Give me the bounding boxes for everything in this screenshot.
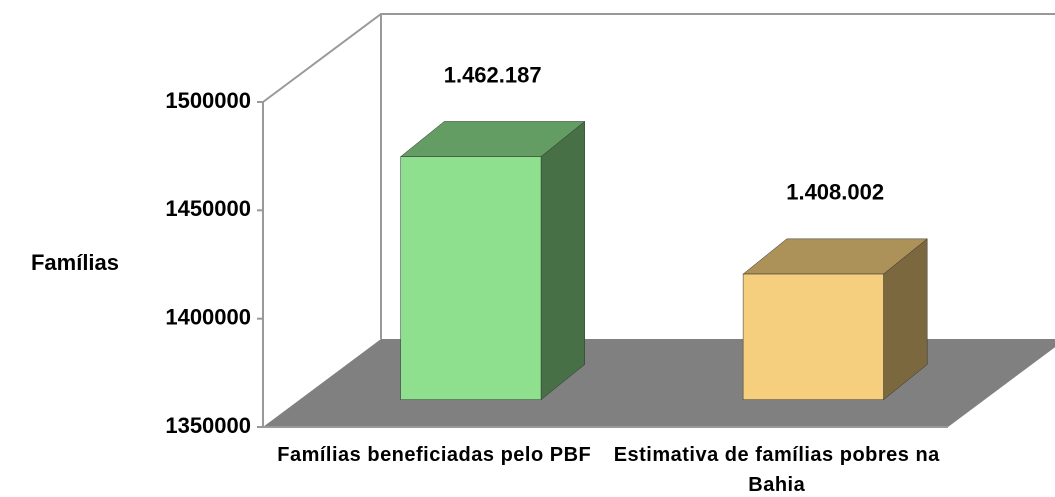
floor bbox=[263, 339, 1055, 427]
value-label: 1.462.187 bbox=[444, 62, 542, 87]
x-tick-label: Estimativa de famílias pobres na Bahia bbox=[613, 444, 940, 496]
bar-side bbox=[540, 120, 585, 401]
bar bbox=[400, 156, 542, 400]
y-axis-label: Famílias bbox=[31, 250, 119, 275]
value-label: 1.408.002 bbox=[786, 180, 884, 205]
x-tick-label: Famílias beneficiadas pelo PBF bbox=[277, 444, 592, 466]
y-tick-label: 1500000 bbox=[165, 88, 251, 113]
y-tick-label: 1400000 bbox=[165, 304, 251, 329]
y-tick-label: 1350000 bbox=[165, 413, 251, 438]
bar bbox=[742, 273, 884, 400]
y-tick-label: 1450000 bbox=[165, 196, 251, 221]
